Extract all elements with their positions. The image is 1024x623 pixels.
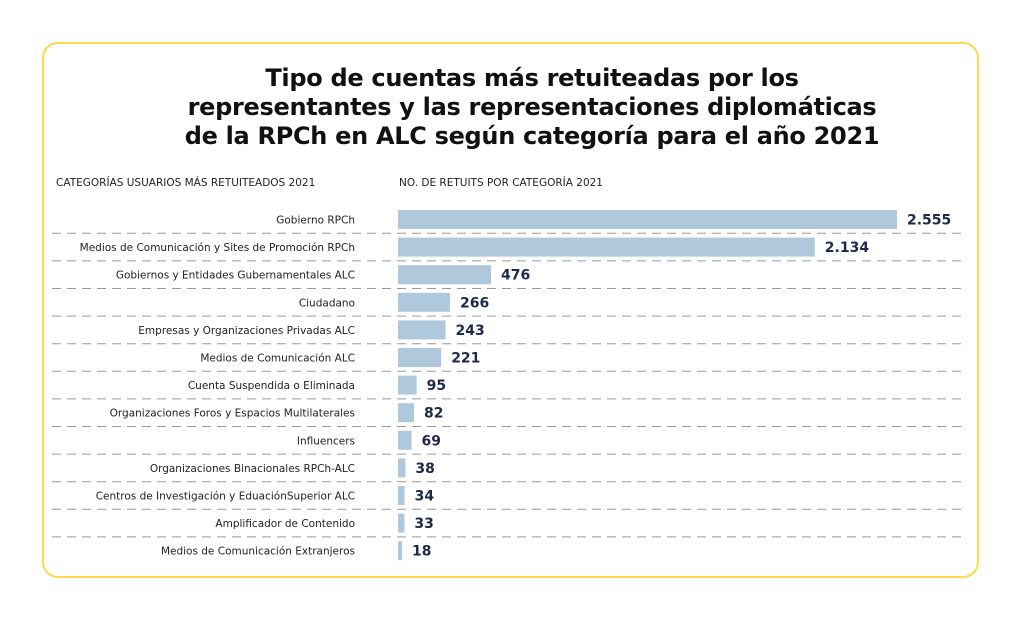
chart-title-line-1: Tipo de cuentas más retuiteadas por los	[265, 64, 799, 92]
value-label: 266	[460, 295, 489, 311]
category-label: Gobierno RPCh	[276, 215, 355, 227]
value-label: 18	[412, 544, 431, 560]
bar	[398, 486, 405, 505]
category-label: Ciudadano	[299, 297, 355, 309]
category-label: Centros de Investigación y EduaciónSuper…	[96, 491, 355, 503]
category-label: Medios de Comunicación ALC	[200, 353, 355, 365]
bar	[398, 292, 450, 312]
bar	[398, 237, 815, 257]
bar	[398, 375, 417, 395]
chart-title-line-3: de la RPCh en ALC según categoría para e…	[184, 122, 880, 150]
value-label: 95	[427, 378, 446, 394]
value-label: 33	[414, 516, 433, 532]
bar	[398, 403, 414, 423]
value-label: 221	[451, 351, 480, 367]
bar	[398, 513, 405, 533]
chart-title: Tipo de cuentas más retuiteadas por los …	[42, 64, 1022, 151]
bar	[398, 430, 412, 450]
category-label: Amplificador de Contenido	[215, 518, 355, 530]
value-label: 2.134	[825, 240, 870, 256]
category-label: Organizaciones Binacionales RPCh-ALC	[150, 463, 355, 475]
chart-card	[42, 42, 979, 578]
bar	[398, 348, 442, 367]
category-label: Medios de Comunicación y Sites de Promoc…	[80, 242, 355, 254]
category-label: Cuenta Suspendida o Eliminada	[188, 380, 355, 392]
bar	[398, 320, 446, 340]
category-axis-heading: CATEGORÍAS USUARIOS MÁS RETUITEADOS 2021	[56, 177, 316, 189]
bar	[398, 265, 491, 285]
value-label: 38	[415, 461, 434, 477]
value-label: 243	[456, 323, 485, 339]
value-label: 69	[422, 433, 441, 449]
category-label: Influencers	[297, 435, 355, 447]
category-label: Organizaciones Foros y Espacios Multilat…	[110, 408, 355, 420]
chart-title-line-2: representantes y las representaciones di…	[187, 93, 877, 121]
category-label: Empresas y Organizaciones Privadas ALC	[138, 325, 355, 337]
bar	[398, 458, 406, 478]
value-label: 82	[424, 406, 443, 422]
value-label: 476	[501, 268, 530, 284]
bar	[398, 210, 897, 229]
category-label: Medios de Comunicación Extranjeros	[161, 546, 355, 558]
value-label: 2.555	[907, 213, 951, 229]
value-label: 34	[415, 489, 435, 505]
bar	[398, 541, 402, 561]
category-label: Gobiernos y Entidades Gubernamentales AL…	[116, 270, 355, 282]
value-axis-heading: NO. DE RETUITS POR CATEGORÍA 2021	[399, 177, 603, 189]
